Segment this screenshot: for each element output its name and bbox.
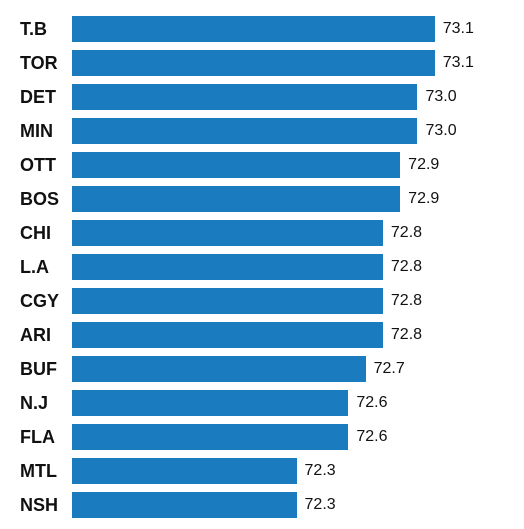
bar-row: MIN73.0 — [20, 114, 508, 148]
value-label: 72.8 — [391, 292, 422, 310]
value-label: 72.6 — [356, 394, 387, 412]
bar-area: 72.9 — [72, 152, 452, 178]
category-label: CHI — [20, 223, 72, 244]
bar — [72, 492, 297, 518]
category-label: T.B — [20, 19, 72, 40]
bar-area: 73.1 — [72, 50, 452, 76]
category-label: BOS — [20, 189, 72, 210]
value-label: 73.1 — [443, 54, 474, 72]
bar-row: DET73.0 — [20, 80, 508, 114]
bar-area: 72.8 — [72, 220, 452, 246]
value-label: 73.0 — [425, 88, 456, 106]
value-label: 72.6 — [356, 428, 387, 446]
bar-area: 72.3 — [72, 458, 452, 484]
value-label: 72.8 — [391, 258, 422, 276]
bar-row: BOS 72.9 — [20, 182, 508, 216]
value-label: 72.9 — [408, 156, 439, 174]
value-label: 73.0 — [425, 122, 456, 140]
bar-row: OTT 72.9 — [20, 148, 508, 182]
bar — [72, 16, 435, 42]
value-label: 72.9 — [408, 190, 439, 208]
category-label: DET — [20, 87, 72, 108]
bar — [72, 458, 297, 484]
bar-area: 72.8 — [72, 254, 452, 280]
bar-area: 72.3 — [72, 492, 452, 518]
bar-row: MTL 72.3 — [20, 454, 508, 488]
bar-row: TOR73.1 — [20, 46, 508, 80]
bar — [72, 152, 400, 178]
category-label: BUF — [20, 359, 72, 380]
bar-row: BUF 72.7 — [20, 352, 508, 386]
value-label: 73.1 — [443, 20, 474, 38]
bar — [72, 322, 383, 348]
category-label: L.A — [20, 257, 72, 278]
category-label: TOR — [20, 53, 72, 74]
bar-row: FLA 72.6 — [20, 420, 508, 454]
bar — [72, 356, 366, 382]
bar-area: 72.9 — [72, 186, 452, 212]
value-label: 72.7 — [374, 360, 405, 378]
bar-area: 73.1 — [72, 16, 452, 42]
bar — [72, 254, 383, 280]
bar — [72, 220, 383, 246]
value-label: 72.8 — [391, 326, 422, 344]
bar-area: 73.0 — [72, 118, 452, 144]
bar-row: T.B73.1 — [20, 12, 508, 46]
category-label: MIN — [20, 121, 72, 142]
bar — [72, 50, 435, 76]
bar — [72, 186, 400, 212]
bar — [72, 288, 383, 314]
value-label: 72.3 — [305, 462, 336, 480]
value-label: 72.3 — [305, 496, 336, 514]
bar-row: CHI 72.8 — [20, 216, 508, 250]
bar-area: 73.0 — [72, 84, 452, 110]
team-bar-chart: T.B73.1TOR73.1DET73.0MIN73.0OTT72.9BOS72… — [0, 0, 524, 529]
bar-row: NSH 72.3 — [20, 488, 508, 522]
bar-area: 72.8 — [72, 322, 452, 348]
category-label: CGY — [20, 291, 72, 312]
bar-area: 72.7 — [72, 356, 452, 382]
category-label: FLA — [20, 427, 72, 448]
category-label: OTT — [20, 155, 72, 176]
bar-row: L.A 72.8 — [20, 250, 508, 284]
bar-row: CGY 72.8 — [20, 284, 508, 318]
bar — [72, 390, 348, 416]
bar-row: ARI 72.8 — [20, 318, 508, 352]
value-label: 72.8 — [391, 224, 422, 242]
bar — [72, 84, 417, 110]
bar-area: 72.6 — [72, 390, 452, 416]
category-label: NSH — [20, 495, 72, 516]
bar-row: N.J 72.6 — [20, 386, 508, 420]
bar-area: 72.8 — [72, 288, 452, 314]
bar — [72, 118, 417, 144]
category-label: ARI — [20, 325, 72, 346]
bar — [72, 424, 348, 450]
category-label: N.J — [20, 393, 72, 414]
category-label: MTL — [20, 461, 72, 482]
bar-area: 72.6 — [72, 424, 452, 450]
